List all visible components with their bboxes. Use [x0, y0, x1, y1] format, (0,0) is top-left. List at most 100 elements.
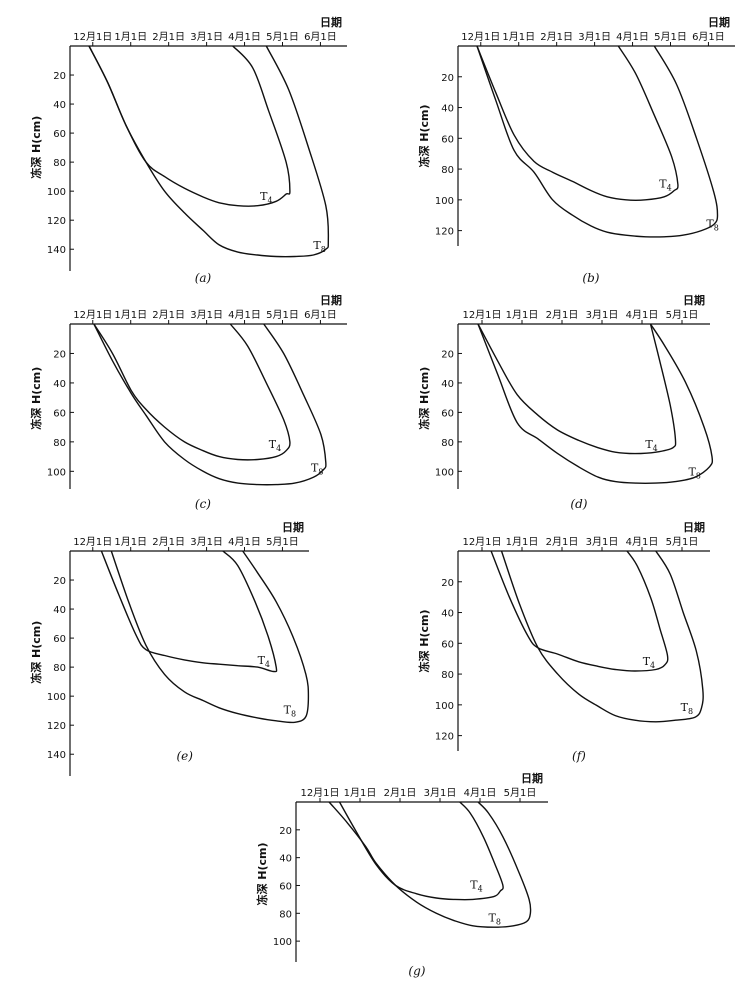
x-tick-label: 2月1日	[152, 31, 185, 43]
series-line-t8	[328, 801, 532, 928]
y-tick-label: 60	[53, 408, 66, 419]
x-tick-label: 12月1日	[300, 787, 339, 799]
series-line-t4	[477, 323, 677, 455]
x-tick-label: 1月1日	[506, 309, 539, 321]
panel-caption: (g)	[408, 964, 425, 978]
y-tick-label: 60	[279, 881, 292, 892]
panel-caption: (a)	[195, 271, 212, 285]
x-tick-label: 1月1日	[502, 31, 535, 43]
x-tick-label: 1月1日	[114, 536, 147, 548]
y-tick-label: 80	[279, 909, 292, 920]
y-tick-label: 40	[279, 854, 292, 865]
x-tick-label: 3月1日	[190, 536, 223, 548]
x-tick-label: 4月1日	[464, 787, 497, 799]
x-tick-label: 2月1日	[546, 536, 579, 548]
panel-c: 12月1日 1月1日 2月1日 3月1日 4月1日 5月1日 6月1日 日期 20 40 60 80 1…	[29, 293, 347, 511]
y-tick-label: 80	[53, 438, 66, 449]
y-tick-label: 40	[441, 379, 454, 390]
y-axis-title: 冻深 H(cm)	[417, 104, 431, 167]
x-tick-label: 5月1日	[504, 787, 537, 799]
y-tick-label: 60	[441, 639, 454, 650]
y-tick-label: 20	[441, 73, 454, 84]
x-tick-label: 5月1日	[266, 536, 299, 548]
y-tick-label: 100	[47, 467, 66, 478]
y-tick-label: 100	[47, 187, 66, 198]
y-tick-label: 80	[441, 670, 454, 681]
y-tick-label: 140	[47, 245, 66, 256]
series-label: T4	[645, 438, 657, 453]
x-axis-title: 日期	[320, 15, 342, 29]
y-tick-label: 120	[47, 216, 66, 227]
y-tick-label: 20	[279, 826, 292, 837]
series-label: T4	[643, 655, 655, 670]
y-tick-label: 120	[435, 227, 454, 238]
y-tick-label: 120	[47, 721, 66, 732]
series-label: T8	[311, 461, 323, 476]
y-tick-label: 20	[441, 578, 454, 589]
series-line-t8	[110, 550, 310, 724]
x-tick-label: 5月1日	[666, 309, 699, 321]
y-tick-label: 80	[441, 438, 454, 449]
x-tick-label: 5月1日	[266, 309, 299, 321]
x-axis-title: 日期	[683, 293, 705, 307]
panel-caption: (f)	[572, 749, 586, 763]
series-line-t8	[477, 323, 714, 485]
x-tick-label: 4月1日	[626, 309, 659, 321]
y-axis-title: 冻深 H(cm)	[29, 367, 43, 430]
series-line-t4	[490, 550, 669, 672]
x-tick-label: 6月1日	[304, 31, 337, 43]
series-label: T4	[269, 438, 281, 453]
x-tick-label: 12月1日	[462, 536, 501, 548]
y-tick-label: 100	[435, 701, 454, 712]
series-line-t4	[338, 801, 504, 901]
y-tick-label: 60	[53, 634, 66, 645]
x-tick-label: 1月1日	[506, 536, 539, 548]
series-label: T4	[260, 190, 272, 205]
series-label: T4	[470, 878, 482, 893]
panel-b: 12月1日 1月1日 2月1日 3月1日 4月1日 5月1日 6月1日 日期 20 40 60 80 1…	[417, 15, 735, 285]
y-tick-label: 80	[53, 158, 66, 169]
x-tick-label: 5月1日	[666, 536, 699, 548]
x-tick-label: 4月1日	[228, 309, 261, 321]
y-tick-label: 80	[441, 165, 454, 176]
y-tick-label: 20	[441, 349, 454, 360]
y-tick-label: 40	[441, 104, 454, 115]
series-line-t4	[93, 323, 291, 461]
y-tick-label: 20	[53, 71, 66, 82]
y-tick-label: 60	[53, 129, 66, 140]
y-tick-label: 60	[441, 408, 454, 419]
y-tick-label: 100	[273, 937, 292, 948]
y-tick-label: 40	[53, 605, 66, 616]
x-tick-label: 12月1日	[73, 309, 112, 321]
x-axis-title: 日期	[683, 520, 705, 534]
y-axis-title: 冻深 H(cm)	[29, 116, 43, 179]
x-tick-label: 6月1日	[304, 309, 337, 321]
y-tick-label: 140	[47, 750, 66, 761]
x-axis-title: 日期	[521, 771, 543, 785]
panel-g: 12月1日 1月1日 2月1日 3月1日 4月1日 5月1日 日期 20 40 60 80 100 冻深…	[255, 771, 548, 978]
series-line-t4	[476, 45, 679, 201]
x-tick-label: 12月1日	[462, 309, 501, 321]
panel-caption: (e)	[176, 749, 193, 763]
x-tick-label: 5月1日	[266, 31, 299, 43]
series-label: T8	[681, 701, 693, 716]
y-tick-label: 120	[435, 732, 454, 743]
series-label: T8	[313, 239, 325, 254]
y-axis-title: 冻深 H(cm)	[417, 367, 431, 430]
series-line-t8	[93, 323, 327, 486]
y-tick-label: 60	[441, 134, 454, 145]
series-line-t8	[476, 45, 719, 238]
panel-caption: (d)	[570, 497, 587, 511]
y-axis-title: 冻深 H(cm)	[417, 609, 431, 672]
x-tick-label: 4月1日	[616, 31, 649, 43]
y-tick-label: 100	[435, 467, 454, 478]
series-line-t8	[500, 550, 704, 723]
x-tick-label: 2月1日	[152, 309, 185, 321]
y-tick-label: 20	[53, 576, 66, 587]
panel-e: 12月1日 1月1日 2月1日 3月1日 4月1日 5月1日 日期 20 40 60 80 100 12…	[29, 520, 310, 776]
y-tick-label: 40	[441, 609, 454, 620]
x-tick-label: 1月1日	[344, 787, 377, 799]
x-tick-label: 3月1日	[586, 309, 619, 321]
x-tick-label: 12月1日	[73, 536, 112, 548]
